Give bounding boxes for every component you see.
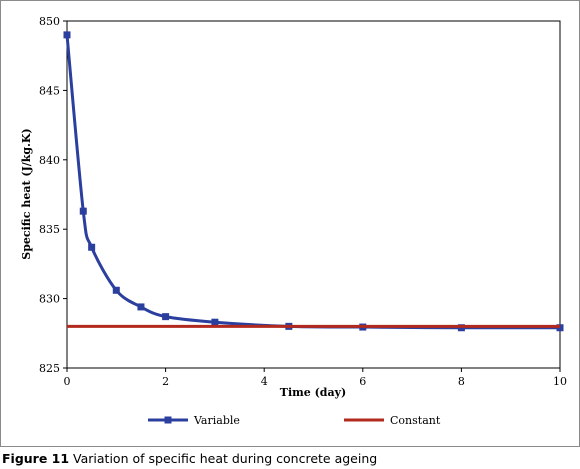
x-tick-label: 2 bbox=[162, 375, 169, 388]
data-point-variable bbox=[211, 318, 219, 326]
x-axis-ticks: 0 2 4 6 8 10 bbox=[64, 368, 567, 388]
y-axis-ticks: 825 830 835 840 845 850 bbox=[39, 15, 67, 375]
y-tick-label: 840 bbox=[39, 154, 60, 167]
y-tick-label: 835 bbox=[39, 223, 60, 236]
y-tick-label: 850 bbox=[39, 15, 60, 28]
y-tick-label: 830 bbox=[39, 293, 60, 306]
x-tick-label: 8 bbox=[458, 375, 465, 388]
legend-label-variable: Variable bbox=[193, 414, 240, 427]
series-layer bbox=[63, 31, 564, 332]
figure-caption: Figure 11 Variation of specific heat dur… bbox=[2, 451, 377, 466]
legend-label-constant: Constant bbox=[390, 414, 441, 427]
x-tick-label: 4 bbox=[261, 375, 268, 388]
x-tick-label: 0 bbox=[64, 375, 71, 388]
x-tick-label: 6 bbox=[359, 375, 366, 388]
y-tick-label: 825 bbox=[39, 362, 60, 375]
y-axis-title: Specific heat (J/kg.K) bbox=[20, 128, 33, 259]
legend: Variable Constant bbox=[148, 414, 441, 427]
x-axis-title: Time (day) bbox=[280, 386, 346, 399]
y-tick-label: 845 bbox=[39, 84, 60, 97]
data-point-variable bbox=[112, 286, 120, 294]
data-point-variable bbox=[162, 313, 170, 321]
x-tick-label: 10 bbox=[553, 375, 567, 388]
data-point-variable bbox=[137, 303, 145, 311]
caption-text: Variation of specific heat during concre… bbox=[73, 451, 378, 466]
chart: 825 830 835 840 845 850 0 2 4 6 8 10 Specific heat… bbox=[20, 15, 567, 427]
data-point-variable bbox=[88, 243, 96, 251]
legend-marker-variable bbox=[164, 416, 172, 424]
figure-label: Figure 11 bbox=[2, 451, 70, 466]
data-point-variable bbox=[63, 31, 71, 39]
plot-area bbox=[66, 20, 561, 369]
data-point-variable bbox=[79, 207, 87, 215]
